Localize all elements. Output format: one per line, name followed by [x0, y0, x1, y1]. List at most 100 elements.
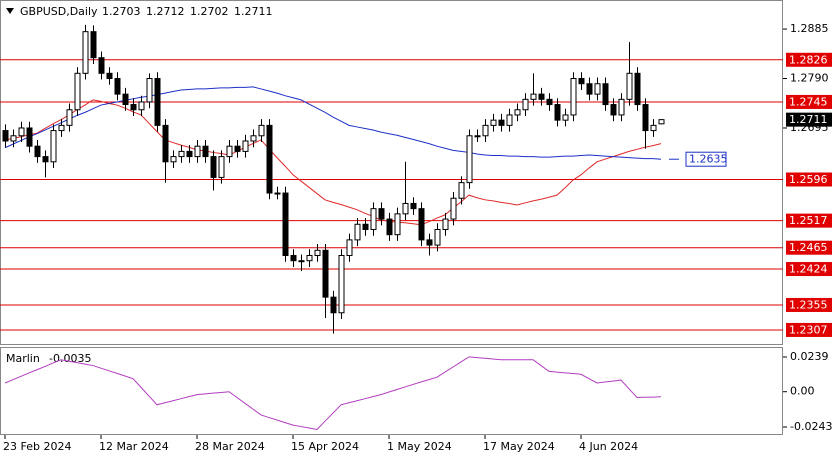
- candle-body: [354, 223, 361, 241]
- x-tick-label: 1 May 2024: [387, 440, 452, 453]
- indicator-name: Marlin: [6, 352, 40, 365]
- candle-body: [50, 130, 57, 163]
- candle-body: [18, 127, 25, 137]
- candle-body: [482, 124, 489, 137]
- candle-body: [442, 218, 449, 230]
- candle-body: [450, 197, 457, 220]
- level-label: 1.2826: [789, 53, 828, 66]
- candle-body: [162, 124, 169, 163]
- candle-body: [394, 213, 401, 236]
- candle-body: [554, 104, 561, 121]
- candle-body: [330, 296, 337, 314]
- level-label: 1.2596: [789, 173, 828, 186]
- candle-body: [362, 223, 369, 230]
- ma-label: 1.2635: [689, 153, 728, 166]
- level-label-box: [786, 262, 832, 277]
- x-tick-label: 23 Feb 2024: [3, 440, 71, 453]
- candle-body: [98, 57, 105, 74]
- candle-body: [66, 109, 73, 126]
- y-tick-label: -0.0243: [790, 420, 832, 433]
- candle-body: [522, 98, 529, 111]
- header-open: 1.2703: [102, 5, 141, 18]
- candle-body: [226, 145, 233, 158]
- candle-body: [90, 31, 97, 59]
- candle-body: [570, 78, 577, 116]
- candle-body: [370, 208, 377, 230]
- level-label: 1.2745: [789, 95, 828, 108]
- candle-body: [106, 72, 113, 80]
- candle-body: [466, 135, 473, 184]
- candle-body: [378, 208, 385, 220]
- candle-body: [426, 239, 433, 246]
- candle-body: [178, 150, 185, 158]
- candle-body: [218, 156, 225, 178]
- candle-body: [2, 130, 9, 142]
- candle-body: [386, 218, 393, 236]
- candle-body: [658, 119, 665, 125]
- candle-body: [26, 127, 33, 147]
- candle-body: [170, 156, 177, 163]
- candle-body: [74, 72, 81, 111]
- header-low: 1.2702: [190, 5, 229, 18]
- candle-body: [122, 93, 129, 106]
- candle-body: [506, 114, 513, 126]
- moving-average: [4, 99, 662, 226]
- candle-body: [594, 83, 601, 95]
- candle-body: [530, 93, 537, 100]
- candle-body: [34, 145, 41, 158]
- y-tick-label: 0.0239: [790, 350, 829, 363]
- level-label-box: [786, 213, 832, 228]
- level-label: 1.2307: [789, 323, 828, 336]
- candle-body: [274, 192, 281, 195]
- level-label: 1.2424: [789, 263, 828, 276]
- candle-body: [474, 135, 481, 138]
- candle-body: [410, 202, 417, 210]
- candle-body: [290, 255, 297, 262]
- candle-body: [338, 255, 345, 314]
- candle-body: [322, 249, 329, 298]
- header-close: 1.2711: [234, 5, 273, 18]
- level-label: 1.2355: [789, 298, 828, 311]
- candle-body: [346, 239, 353, 257]
- candle-body: [402, 202, 409, 215]
- candle-body: [490, 119, 497, 126]
- indicator-value: -0.0035: [49, 352, 91, 365]
- candle-body: [586, 83, 593, 95]
- x-tick-label: 4 Jun 2024: [579, 440, 638, 453]
- x-tick-label: 12 Mar 2024: [99, 440, 169, 453]
- candle-body: [602, 83, 609, 106]
- indicator-line: [4, 356, 662, 431]
- x-tick-label: 17 May 2024: [483, 440, 555, 453]
- candle-body: [578, 78, 585, 85]
- candle-body: [194, 145, 201, 158]
- candle-body: [562, 114, 569, 121]
- candle-body: [58, 124, 65, 132]
- level-label-box: [786, 297, 832, 312]
- candle-body: [546, 98, 553, 106]
- candle-body: [186, 150, 193, 158]
- indicator-frame: [0, 347, 783, 435]
- candle-body: [458, 182, 465, 199]
- price-label: 1.2711: [789, 113, 828, 126]
- price-label-box: [786, 112, 832, 127]
- candle-body: [538, 93, 545, 100]
- candle-body: [618, 98, 625, 116]
- candle-body: [202, 145, 209, 158]
- candle-body: [242, 140, 249, 152]
- candle-body: [234, 145, 241, 152]
- candle-body: [258, 124, 265, 137]
- candle-body: [10, 135, 17, 142]
- candle-body: [418, 208, 425, 241]
- menu-arrow: [6, 8, 14, 14]
- candle-body: [210, 156, 217, 178]
- candle-body: [626, 72, 633, 100]
- y-tick-label: 1.2790: [790, 72, 829, 85]
- candle-body: [298, 260, 305, 263]
- ma-label-box: [685, 151, 727, 167]
- candle-body: [154, 78, 161, 126]
- moving-average: [4, 86, 662, 160]
- symbol: GBPUSD,Daily: [20, 5, 98, 18]
- candle-body: [634, 72, 641, 106]
